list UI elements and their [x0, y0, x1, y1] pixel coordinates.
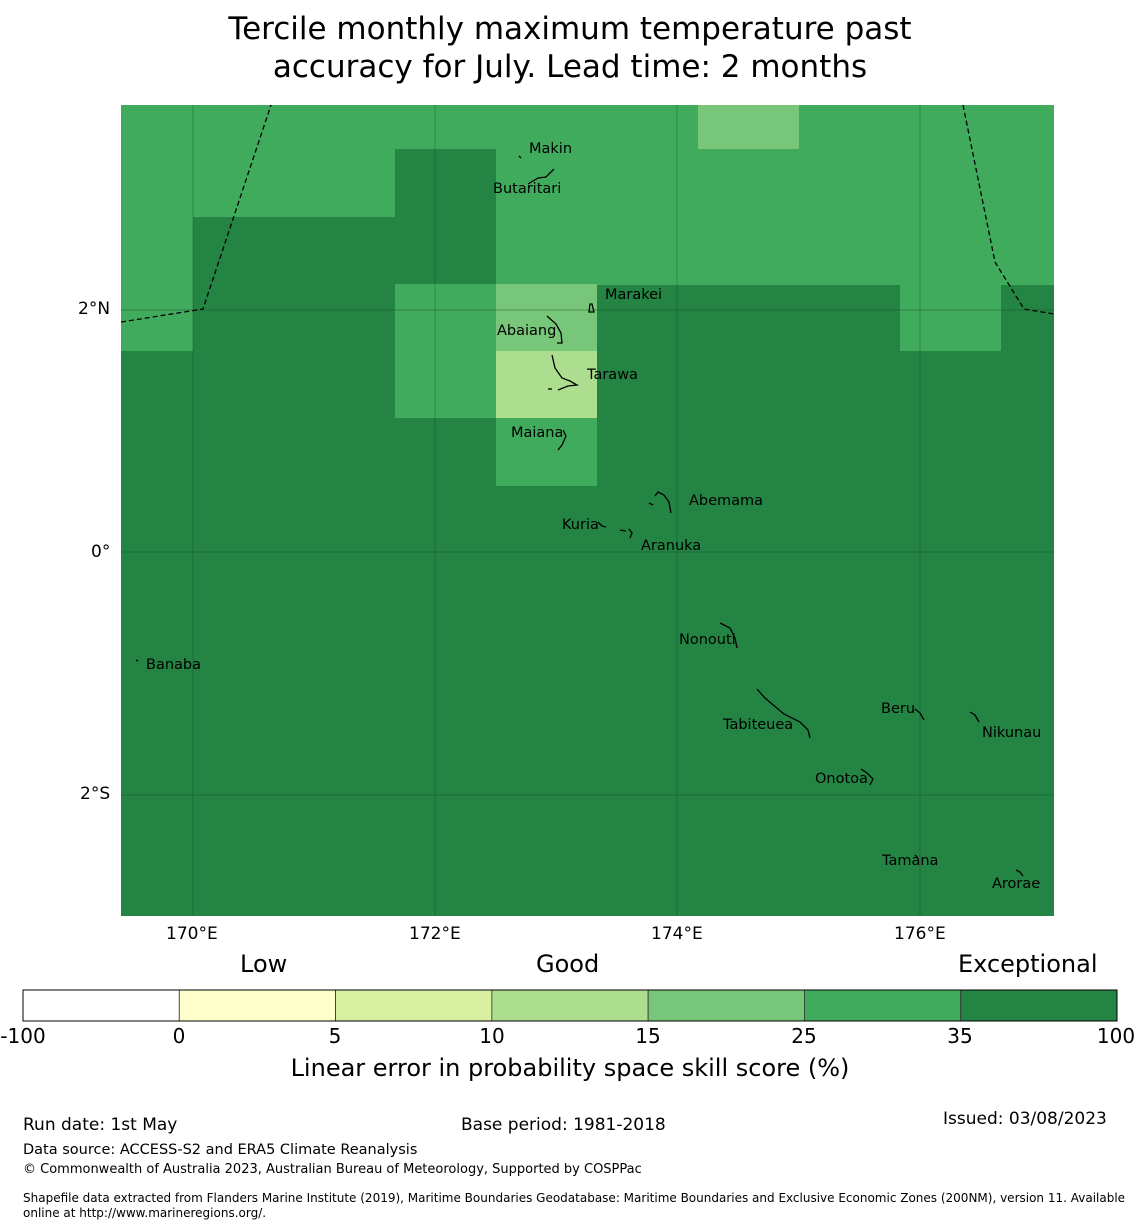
island-outline	[588, 303, 595, 313]
colorbar-tick: 15	[635, 1024, 661, 1048]
skill-cell	[799, 105, 1054, 149]
title-line-1: Tercile monthly maximum temperature past	[228, 11, 912, 47]
graticule	[121, 105, 1054, 916]
island-outlines	[135, 155, 1024, 877]
lat-tick-2n: 2°N	[78, 299, 111, 319]
colorbar-title: Linear error in probability space skill …	[290, 1054, 850, 1082]
category-exceptional: Exceptional	[958, 950, 1098, 978]
island-outline	[518, 155, 522, 159]
island-outline	[597, 521, 607, 528]
colorbar-tick: -100	[0, 1024, 46, 1048]
island-outline	[969, 711, 980, 723]
island-outline	[648, 502, 654, 506]
colorbar-segment	[804, 989, 962, 1022]
island-label-tarawa: Tarawa	[587, 367, 638, 383]
island-outline	[619, 528, 633, 539]
skill-cell	[395, 351, 496, 418]
lat-tick-2s: 2°S	[80, 784, 111, 804]
island-label-kuria: Kuria	[562, 517, 599, 533]
eez-boundaries	[120, 104, 1055, 323]
lon-tick-176: 176°E	[894, 924, 946, 944]
island-outline	[135, 659, 139, 662]
shapefile-credit-line-2: online at http://www.marineregions.org/.	[23, 1206, 267, 1220]
skill-cell	[496, 105, 698, 149]
skill-cell	[496, 351, 597, 418]
lon-tick-172: 172°E	[409, 924, 461, 944]
island-outline	[527, 168, 555, 185]
colorbar-tick: 100	[1096, 1024, 1136, 1048]
island-outline	[914, 708, 925, 721]
lon-tick-170: 170°E	[166, 924, 218, 944]
island-outline	[756, 688, 811, 739]
colorbar-tick: 25	[791, 1024, 817, 1048]
island-outline	[860, 768, 874, 786]
run-date: Run date: 1st May	[23, 1115, 178, 1135]
island-label-tabiteuea: Tabiteuea	[723, 717, 794, 733]
island-label-makin: Makin	[529, 141, 573, 157]
island-label-nonouti: Nonouti	[679, 632, 736, 648]
island-outline	[1015, 869, 1024, 877]
skill-cell	[395, 284, 496, 351]
island-label-abaiang: Abaiang	[497, 323, 557, 339]
skill-grid	[121, 105, 1054, 916]
island-label-tamana: Tamana	[882, 853, 939, 869]
island-label-abemama: Abemama	[689, 493, 764, 509]
category-good: Good	[536, 950, 600, 978]
skill-cell	[496, 418, 597, 486]
skill-cell	[121, 105, 395, 149]
island-outline	[557, 429, 567, 451]
copyright-notice: © Commonwealth of Australia 2023, Austra…	[23, 1162, 642, 1177]
eez-boundary-east	[962, 104, 1055, 315]
lon-tick-174: 174°E	[651, 924, 703, 944]
colorbar-tick: 10	[479, 1024, 505, 1048]
issued-date: Issued: 03/08/2023	[943, 1109, 1107, 1129]
island-label-nikunau: Nikunau	[982, 725, 1042, 741]
skill-cell	[121, 217, 193, 285]
island-label-aranuka: Aranuka	[641, 538, 702, 554]
colorbar-tick: 35	[947, 1024, 973, 1048]
colorbar-segment	[22, 989, 180, 1022]
island-label-beru: Beru	[881, 701, 916, 717]
skill-cell	[900, 284, 1001, 351]
lat-tick-0: 0°	[91, 542, 111, 562]
category-low: Low	[240, 950, 288, 978]
title-line-2: accuracy for July. Lead time: 2 months	[272, 49, 868, 85]
island-label-onotoa: Onotoa	[815, 771, 868, 787]
eez-boundary-west	[120, 104, 272, 323]
map-title: Tercile monthly maximum temperature past…	[0, 10, 1140, 86]
skill-cell	[698, 105, 799, 149]
colorbar-segment	[647, 989, 805, 1022]
colorbar-segment	[178, 989, 336, 1022]
island-label-banaba: Banaba	[146, 657, 201, 673]
base-period: Base period: 1981-2018	[461, 1115, 666, 1135]
skill-cell	[496, 217, 1054, 285]
data-source: Data source: ACCESS-S2 and ERA5 Climate …	[23, 1142, 418, 1158]
skill-cell	[121, 149, 395, 217]
island-outline	[654, 491, 672, 514]
island-outline	[914, 854, 919, 859]
colorbar-frame	[22, 989, 1118, 1022]
colorbar-segment	[335, 989, 493, 1022]
island-label-arorae: Arorae	[992, 876, 1041, 892]
colorbar-segment	[960, 989, 1118, 1022]
island-outline	[546, 315, 563, 344]
island-label-butaritari: Butaritari	[493, 181, 562, 197]
island-outline	[551, 354, 580, 391]
colorbar-segment	[491, 989, 649, 1022]
colorbar	[22, 989, 1118, 1022]
skill-cell	[121, 284, 193, 351]
shapefile-credit-line-1: Shapefile data extracted from Flanders M…	[23, 1191, 1126, 1205]
island-outline	[719, 622, 738, 649]
skill-cell	[395, 105, 496, 149]
skill-cell	[496, 149, 1054, 217]
colorbar-tick: 5	[328, 1024, 342, 1048]
skill-cell	[496, 284, 597, 351]
island-label-marakei: Marakei	[605, 287, 663, 303]
colorbar-tick: 0	[172, 1024, 186, 1048]
island-label-maiana: Maiana	[511, 425, 564, 441]
